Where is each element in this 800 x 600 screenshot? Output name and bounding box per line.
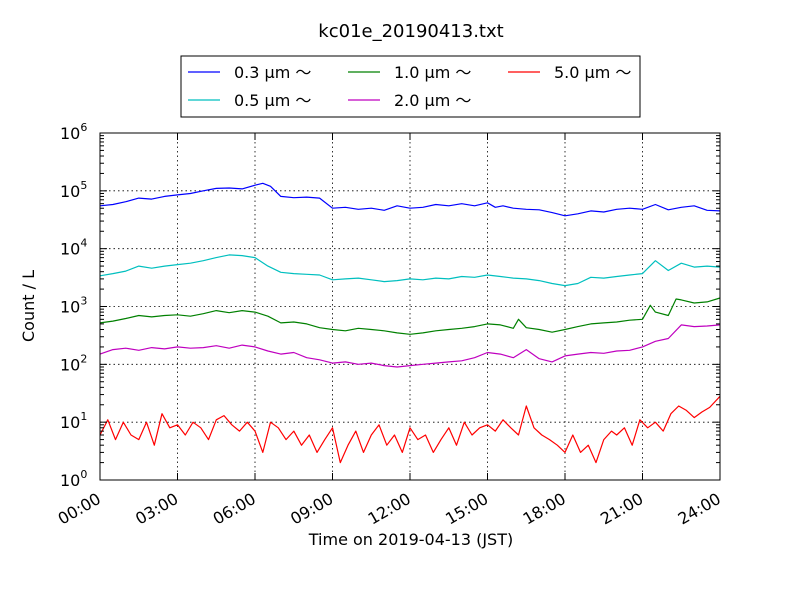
x-ticks: 00:00 03:00 06:00 09:00 12:00 15:00 18:00 21:00…	[55, 133, 724, 529]
y-tick-label: 104	[60, 237, 87, 259]
legend-label: 2.0 μm ～	[394, 91, 471, 110]
series-line	[99, 254, 721, 287]
legend-label: 0.5 μm ～	[234, 91, 311, 110]
y-tick-label: 105	[60, 179, 87, 201]
y-tick-label: 103	[60, 295, 87, 317]
series-lines	[99, 182, 721, 464]
x-tick-label: 18:00	[520, 489, 569, 529]
y-axis-label: Count / L	[19, 270, 38, 342]
x-tick-label: 06:00	[210, 489, 259, 529]
x-tick-label: 21:00	[597, 489, 646, 529]
x-tick-label: 15:00	[442, 489, 491, 529]
y-tick-label: 102	[60, 352, 87, 374]
series-line	[99, 182, 721, 217]
x-tick-label: 00:00	[55, 489, 104, 529]
x-axis-label: Time on 2019-04-13 (JST)	[308, 530, 513, 549]
x-tick-label: 03:00	[132, 489, 181, 529]
chart-title: kc01e_20190413.txt	[318, 21, 503, 42]
y-tick-label: 106	[60, 121, 87, 143]
legend-label: 0.3 μm ～	[234, 63, 311, 82]
y-tick-label: 101	[60, 410, 87, 432]
series-line	[99, 297, 721, 335]
legend: 0.3 μm ～ 0.5 μm ～ 1.0 μm ～ 2.0 μm ～ 5.0 μm ～	[180, 55, 641, 118]
legend-label: 1.0 μm ～	[394, 63, 471, 82]
legend-label: 5.0 μm ～	[554, 63, 631, 82]
y-ticks: 100 101 102 103 104 105 106	[60, 121, 720, 490]
x-tick-label: 12:00	[365, 489, 414, 529]
y-tick-label: 100	[60, 468, 87, 490]
legend-frame	[180, 55, 641, 118]
x-tick-label: 24:00	[675, 489, 724, 529]
x-tick-label: 09:00	[287, 489, 336, 529]
series-line	[99, 395, 721, 464]
series-line	[99, 324, 721, 368]
